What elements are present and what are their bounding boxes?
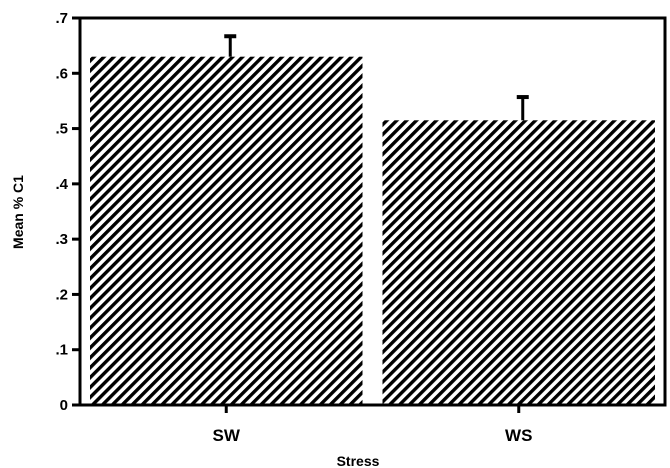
plot-frame <box>78 16 667 407</box>
bars-group <box>90 56 655 406</box>
y-axis-title: Mean % C1 <box>10 175 26 249</box>
x-tick-label-ws: WS <box>505 426 532 445</box>
bar-sw <box>90 56 363 405</box>
y-tick-label: 0 <box>60 397 68 414</box>
error-bars-group <box>224 34 529 121</box>
x-tick-label-sw: SW <box>213 426 241 445</box>
y-tick-label: .3 <box>55 231 68 248</box>
y-tick-label: .2 <box>55 286 68 303</box>
x-axis-ticks: SW WS <box>213 405 532 445</box>
y-tick-label: .1 <box>55 342 68 359</box>
y-axis-ticks: 0 .1 .2 .3 .4 .5 .6 .7 <box>55 10 80 414</box>
y-tick-label: .5 <box>55 121 68 138</box>
y-tick-label: .7 <box>55 10 68 27</box>
x-axis-title: Stress <box>337 453 380 468</box>
y-tick-label: .4 <box>55 176 68 193</box>
y-tick-label: .6 <box>55 65 68 82</box>
bar-ws <box>382 120 655 406</box>
